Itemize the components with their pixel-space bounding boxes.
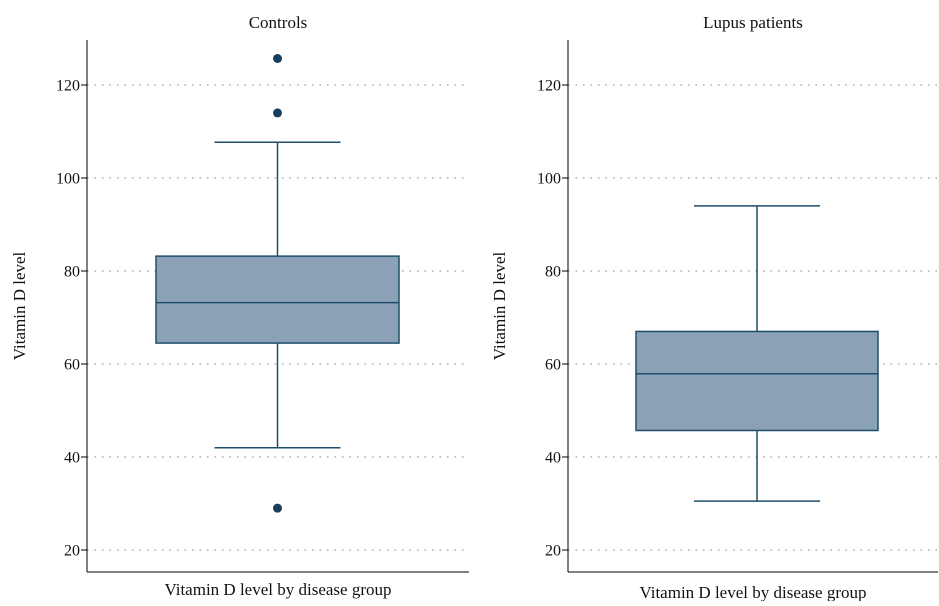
panel-1-outlier-3	[273, 53, 282, 63]
panel-2-y-axis-title: Vitamin D level	[490, 251, 509, 360]
panel-2-ytick-label-60: 60	[545, 357, 561, 374]
panel-2-x-axis-title: Vitamin D level by disease group	[639, 583, 866, 601]
panel-1-iqr-box	[155, 255, 400, 344]
panel-1-outlier-2	[273, 108, 282, 118]
panel-2-ytick-label-20: 20	[545, 543, 561, 560]
panel-2-iqr-box	[635, 330, 879, 432]
panel-1-ytick-label-120: 120	[56, 78, 80, 95]
panel-1-ytick-label-80: 80	[64, 264, 80, 281]
panel-2-title: Lupus patients	[703, 13, 803, 32]
panel-2-ytick-label-40: 40	[545, 450, 561, 467]
panel-1-ytick-label-60: 60	[64, 357, 80, 374]
panel-1-x-axis-title: Vitamin D level by disease group	[164, 580, 391, 599]
panel-1-ytick-label-40: 40	[64, 450, 80, 467]
panel-1-ytick-label-20: 20	[64, 543, 80, 560]
panel-1-ytick-label-100: 100	[56, 171, 80, 188]
panel-2-ytick-label-100: 100	[537, 171, 561, 188]
panel-1-y-axis-title: Vitamin D level	[10, 251, 29, 360]
panel-1-title: Controls	[249, 13, 308, 32]
panel-2-ytick-label-120: 120	[537, 78, 561, 95]
panel-2-ytick-label-80: 80	[545, 264, 561, 281]
panel-1-outlier-1	[273, 503, 282, 513]
